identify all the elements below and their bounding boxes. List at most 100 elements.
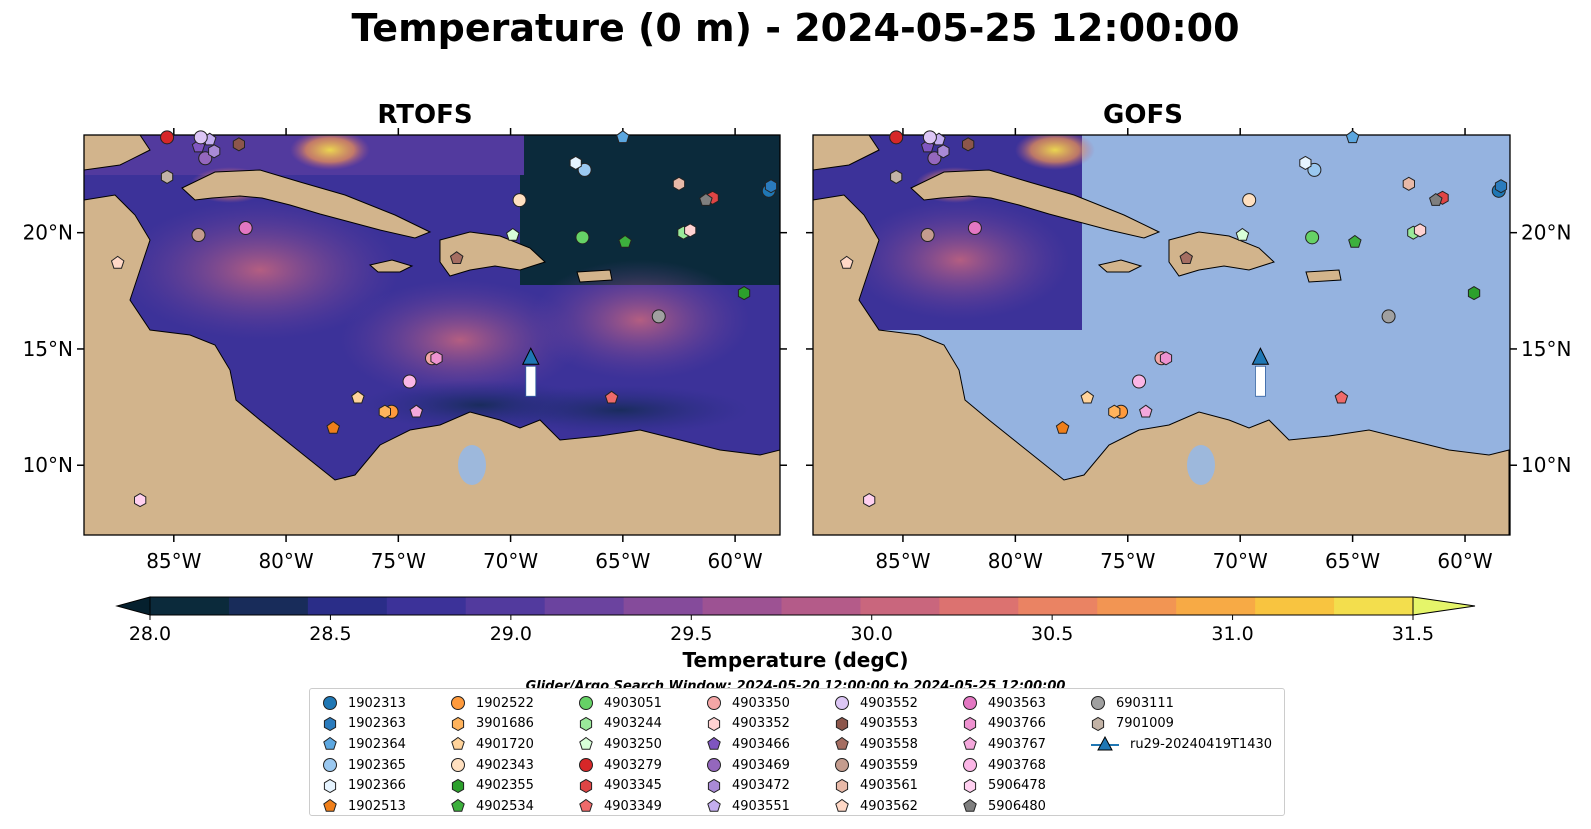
lat-tick-label: 15°N [1521,337,1571,361]
legend-label: 4903766 [988,716,1046,732]
float-marker-4903472[interactable] [208,144,221,159]
float-marker-4903250[interactable] [1235,227,1250,241]
legend-marker-icon [323,696,337,711]
legend-marker-icon [963,778,977,793]
legend-label: 4903472 [732,778,790,794]
legend-marker-icon [579,716,593,731]
float-marker-4903562[interactable] [839,255,854,269]
float-marker-4902343[interactable] [512,193,527,208]
float-marker-4902355[interactable] [737,286,751,301]
float-marker-4903768[interactable] [402,374,417,389]
float-marker-4903561[interactable] [1402,176,1415,191]
float-marker-1902366[interactable] [569,155,582,170]
float-marker-4903563[interactable] [967,221,982,236]
float-marker-4902534[interactable] [1348,234,1362,248]
float-marker-4903766[interactable] [1159,351,1173,366]
legend-label: ru29-20240419T1430 [1130,736,1273,752]
float-marker-4902355[interactable] [1467,286,1481,301]
legend-marker-icon [579,778,593,793]
legend-entry-4903768: 4903768 [962,755,1046,776]
glider-marker[interactable] [521,347,540,365]
float-marker-4903469[interactable] [927,151,942,166]
legend-entry-4901720: 4901720 [450,734,534,755]
colorbar-segment [623,597,704,615]
float-marker-4903552[interactable] [922,130,937,145]
lat-tick-label: 20°N [1521,221,1571,245]
float-marker-4903352[interactable] [684,223,697,238]
float-marker-4901720[interactable] [1080,390,1095,404]
legend-marker-icon [579,737,593,751]
float-legend: 1902313 1902363 1902364 1902365 1902366 19025… [309,688,1285,816]
legend-entry-ru29-20240419T1430: ru29-20240419T1430 [1090,734,1272,755]
float-marker-4903349[interactable] [1334,390,1349,404]
float-marker-4903552[interactable] [193,130,208,145]
float-marker-3901686[interactable] [378,404,391,419]
float-marker-4903349[interactable] [604,390,619,404]
float-marker-1902513[interactable] [326,420,340,434]
float-marker-4903558[interactable] [449,251,464,264]
rtofs-warm-patch [120,200,400,340]
float-marker-7901009[interactable] [890,169,903,184]
float-marker-6903111[interactable] [1381,309,1396,324]
float-marker-1902363[interactable] [1494,179,1508,194]
float-marker-4903051[interactable] [575,230,590,245]
float-marker-4903767[interactable] [1139,404,1153,418]
legend-marker-icon [323,737,337,751]
float-marker-4903563[interactable] [238,221,253,236]
figure-title: Temperature (0 m) - 2024-05-25 12:00:00 [351,6,1240,50]
legend-label: 4902355 [476,778,534,794]
float-marker-4903051[interactable] [1305,230,1320,245]
float-marker-4903553[interactable] [232,137,245,152]
float-marker-6903111[interactable] [651,309,666,324]
float-marker-1902364[interactable] [616,130,630,144]
float-marker-1902366[interactable] [1299,155,1312,170]
legend-entry-3901686: 3901686 [450,714,534,735]
legend-marker-icon [835,696,849,711]
legend-marker-icon [835,778,849,793]
legend-entry-1902364: 1902364 [322,734,406,755]
float-marker-4903768[interactable] [1132,374,1147,389]
float-marker-4903559[interactable] [191,228,206,242]
legend-entry-4903553: 4903553 [834,714,918,735]
float-marker-4901720[interactable] [351,390,365,404]
gofs-panel-title: GOFS [1103,100,1183,130]
float-marker-4903767[interactable] [409,404,424,418]
float-marker-4903279[interactable] [889,130,904,145]
legend-marker-icon [963,716,977,731]
float-marker-1902513[interactable] [1055,420,1070,434]
legend-marker-icon [579,758,593,773]
float-marker-4903766[interactable] [430,351,443,366]
float-marker-4902343[interactable] [1242,193,1257,208]
float-marker-5906478[interactable] [863,493,876,508]
float-marker-4903279[interactable] [160,130,175,145]
colorbar-segment [150,597,230,615]
lon-tick-label: 65°W [1325,549,1380,573]
legend-entry-4903561: 4903561 [834,775,918,796]
float-marker-3901686[interactable] [1108,404,1121,419]
legend-entry-7901009: 7901009 [1090,714,1272,735]
legend-label: 4903051 [604,695,662,711]
float-marker-4903352[interactable] [1413,223,1427,238]
float-marker-4903472[interactable] [937,144,950,159]
glider-marker[interactable] [1251,347,1270,365]
legend-entry-4903466: 4903466 [706,734,790,755]
float-marker-1902364[interactable] [1345,130,1360,144]
rtofs-warm-patch [340,280,580,400]
float-marker-4903558[interactable] [1179,251,1193,264]
float-marker-4903561[interactable] [672,176,686,191]
legend-entry-4903350: 4903350 [706,693,790,714]
legend-marker-icon [451,799,465,813]
float-marker-4903562[interactable] [110,255,125,269]
colorbar-segment [1018,597,1098,615]
legend-marker-icon [707,758,721,773]
float-marker-4903250[interactable] [506,227,520,241]
float-marker-5906480[interactable] [1429,192,1443,206]
float-marker-1902363[interactable] [764,179,778,194]
float-marker-4903559[interactable] [920,228,935,242]
float-marker-4902534[interactable] [618,234,632,248]
float-marker-5906480[interactable] [699,192,713,206]
legend-marker-icon [451,696,465,711]
float-marker-7901009[interactable] [160,169,174,184]
float-marker-5906478[interactable] [134,493,147,508]
float-marker-4903553[interactable] [962,137,975,152]
